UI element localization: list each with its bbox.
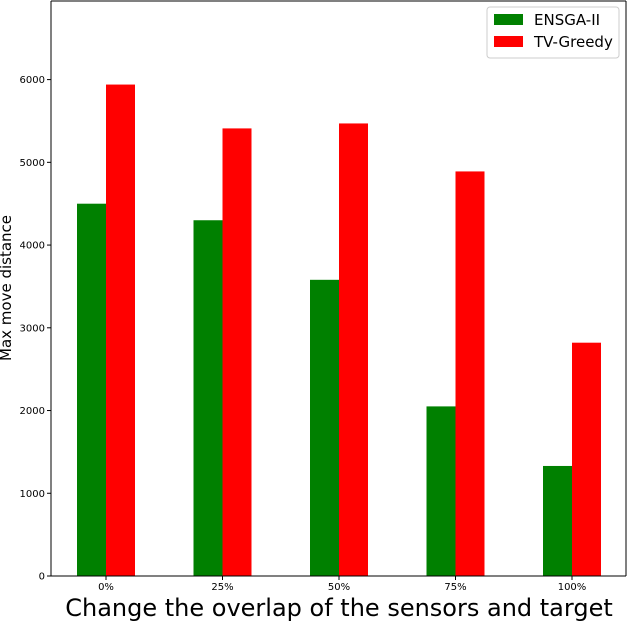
bar-tv-greedy-50pct — [339, 123, 368, 576]
bar-tv-greedy-75pct — [455, 171, 485, 577]
y-tick-label: 4000 — [20, 241, 45, 252]
bar-ensga-ii-75pct — [426, 406, 456, 576]
legend-label-tv-greedy: TV-Greedy — [533, 33, 613, 51]
y-tick-label: 0 — [39, 572, 45, 583]
y-tick-label: 6000 — [20, 75, 45, 86]
y-tick-label: 1000 — [20, 489, 45, 500]
axes-group — [50, 0, 627, 577]
legend-swatch-tv-greedy — [494, 36, 523, 47]
x-tick-label: 75% — [444, 582, 466, 593]
ticks-group: 0 1000 2000 3000 4000 5000 6000 0% 25% 50% 75% 100% — [20, 75, 587, 593]
bar-ensga-ii-100pct — [543, 465, 572, 576]
y-tick-label: 3000 — [20, 323, 45, 334]
y-axis-title: Max move distance — [0, 215, 15, 361]
bar-ensga-ii-25pct — [193, 220, 223, 576]
x-tick-label: 25% — [211, 582, 233, 593]
x-axis-title: Change the overlap of the sensors and ta… — [65, 594, 613, 621]
x-tick-label: 0% — [98, 582, 114, 593]
legend-swatch-ensga-ii — [494, 14, 523, 25]
x-tick-label: 50% — [328, 582, 350, 593]
legend: ENSGA-II TV-Greedy — [486, 6, 620, 59]
bar-tv-greedy-100pct — [572, 342, 601, 576]
bar-tv-greedy-25pct — [222, 128, 252, 576]
bars-group — [77, 84, 601, 577]
bar-ensga-ii-50pct — [310, 279, 339, 576]
legend-label-ensga-ii: ENSGA-II — [534, 11, 600, 29]
y-tick-label: 2000 — [20, 406, 45, 417]
bar-ensga-ii-0pct — [77, 203, 106, 576]
y-tick-label: 5000 — [20, 158, 45, 169]
x-tick-label: 100% — [558, 582, 587, 593]
bar-tv-greedy-0pct — [106, 84, 135, 576]
